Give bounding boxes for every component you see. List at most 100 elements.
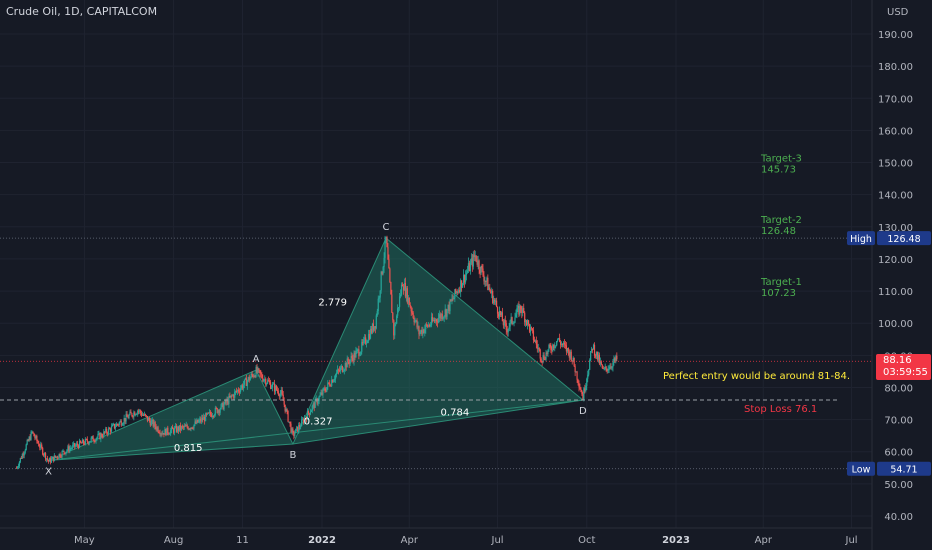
price-axis-tick: 100.00 <box>878 319 913 330</box>
candle-body <box>427 325 429 327</box>
candle-body <box>20 457 22 459</box>
candle-body <box>510 317 512 321</box>
candle-body <box>580 388 582 393</box>
candle-body <box>414 320 416 323</box>
candle-body <box>268 380 270 382</box>
candle-body <box>21 454 23 459</box>
candle-body <box>380 271 382 291</box>
candle-body <box>200 418 202 422</box>
candle-body <box>307 410 310 414</box>
candle-body <box>284 404 286 412</box>
candle-body <box>283 400 285 405</box>
candle-body <box>42 447 44 455</box>
pattern-point-label-c: C <box>383 222 390 233</box>
candle-body <box>538 348 540 350</box>
candle-body <box>187 427 189 430</box>
candle-body <box>515 314 517 318</box>
candle-body <box>195 421 197 424</box>
pattern-point-label-b: B <box>289 450 296 461</box>
time-axis-tick: Jul <box>845 535 858 546</box>
candle-body <box>571 360 573 362</box>
candle-body <box>540 358 542 361</box>
candle-body <box>98 433 100 435</box>
candle-body <box>245 378 247 386</box>
candle-body <box>56 456 58 458</box>
candle-body <box>36 435 38 441</box>
candle-body <box>493 299 495 304</box>
candle-body <box>310 410 312 413</box>
candle-body <box>43 454 45 456</box>
candle-body <box>592 344 595 350</box>
candle-body <box>44 452 47 460</box>
candle-body <box>377 298 379 312</box>
candle-body <box>455 289 457 293</box>
candle-body <box>564 344 567 346</box>
candle-body <box>354 352 356 358</box>
candle-body <box>603 368 605 370</box>
candle-body <box>430 324 432 326</box>
candle-body <box>180 426 182 430</box>
candle-body <box>97 434 99 438</box>
candle-body <box>523 307 525 313</box>
candle-body <box>172 426 174 429</box>
candle-body <box>203 416 205 421</box>
candle-body <box>309 412 311 415</box>
candle-body <box>338 370 341 372</box>
candle-body <box>342 371 344 373</box>
candle-body <box>413 317 415 323</box>
candle-body <box>65 451 67 454</box>
candle-body <box>151 419 153 421</box>
candle-body <box>492 290 494 304</box>
candle-body <box>149 420 151 426</box>
candle-body <box>368 333 371 339</box>
time-axis-tick: May <box>74 535 95 546</box>
candle-body <box>410 307 412 312</box>
candle-body <box>75 445 77 447</box>
candle-body <box>104 431 106 433</box>
candle-body <box>17 466 20 468</box>
candle-body <box>106 428 108 433</box>
candle-body <box>570 351 572 361</box>
candle-body <box>301 419 303 427</box>
candle-body <box>165 429 167 436</box>
candle-body <box>373 326 375 331</box>
candle-body <box>572 357 574 362</box>
candle-body <box>421 330 423 335</box>
candle-body <box>88 442 90 444</box>
candle-body <box>522 307 524 314</box>
candle-body <box>447 304 449 310</box>
candle-body <box>464 274 467 283</box>
candle-body <box>263 379 265 382</box>
candle-body <box>58 453 60 458</box>
candle-body <box>417 326 419 328</box>
candle-body <box>51 456 53 459</box>
candle-body <box>22 454 24 456</box>
candle-body <box>605 366 607 369</box>
candle-body <box>357 349 359 351</box>
candle-body <box>35 435 37 439</box>
candle-body <box>130 411 132 414</box>
candle-body <box>494 299 496 301</box>
candle-body <box>616 355 618 360</box>
candle-body <box>228 395 230 405</box>
candle-body <box>63 450 65 453</box>
candle-body <box>232 395 234 397</box>
candle-body <box>132 416 134 418</box>
candle-body <box>161 433 163 435</box>
candle-body <box>543 355 545 360</box>
candle-body <box>402 286 405 291</box>
candle-body <box>400 284 403 295</box>
candle-body <box>237 389 239 392</box>
candle-body <box>107 432 109 434</box>
candle-body <box>243 379 246 385</box>
candle-body <box>527 320 529 325</box>
high-name-label: High <box>850 234 872 245</box>
price-axis-tick: 190.00 <box>878 30 913 41</box>
candle-body <box>406 288 408 303</box>
candle-body <box>383 257 385 268</box>
candle-body <box>100 434 102 440</box>
candle-body <box>483 275 485 282</box>
candle-body <box>222 402 224 410</box>
